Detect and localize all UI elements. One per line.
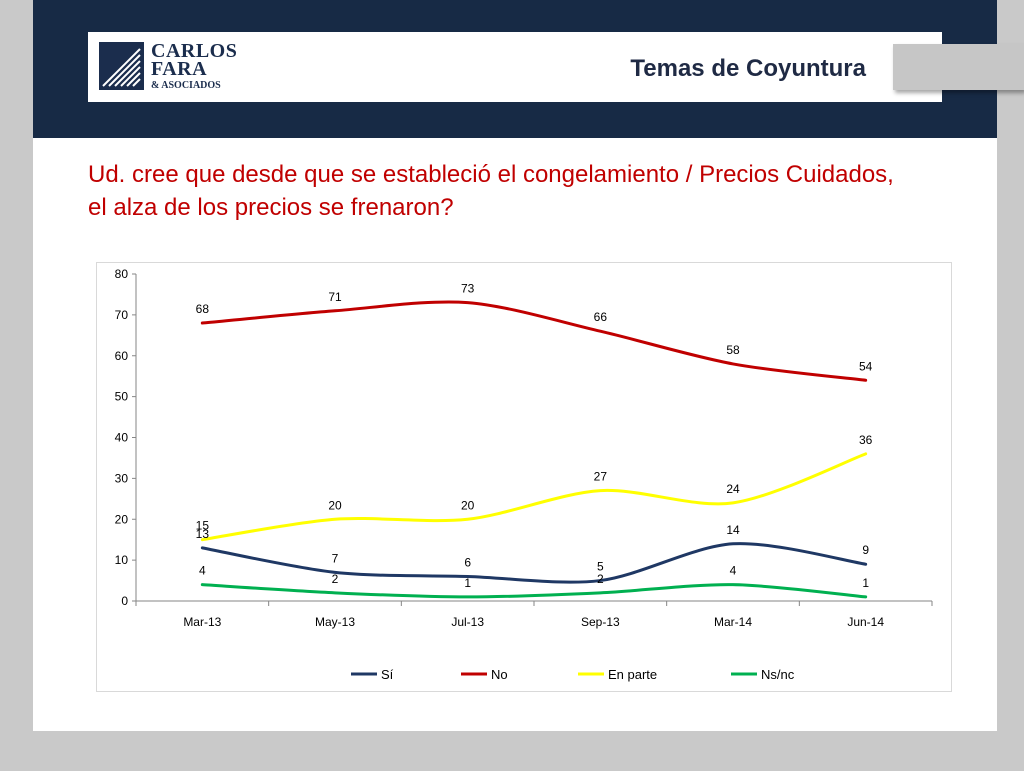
data-label-si: 6 [464,555,471,569]
y-tick-label: 70 [115,308,129,322]
legend-label-en-parte: En parte [608,667,657,682]
data-label-en-parte: 36 [859,433,873,447]
x-tick-label: Sep-13 [581,615,620,629]
series-line-ns-nc [200,583,868,599]
data-label-en-parte: 15 [196,519,210,533]
data-label-ns-nc: 4 [199,564,206,578]
y-tick-label: 20 [115,512,129,526]
data-label-no: 73 [461,282,475,296]
header-banner [88,32,942,102]
y-tick-label: 60 [115,349,129,363]
data-label-si: 14 [726,523,740,537]
data-label-en-parte: 27 [594,470,608,484]
data-label-si: 9 [862,543,869,557]
data-label-si: 5 [597,560,604,574]
y-tick-label: 0 [121,594,128,608]
y-tick-label: 80 [115,267,129,281]
y-tick-label: 40 [115,431,129,445]
y-tick-label: 30 [115,471,129,485]
data-label-en-parte: 20 [328,498,342,512]
logo-line-3: & ASOCIADOS [151,80,221,91]
data-label-no: 71 [328,290,342,304]
series-line-no [200,300,868,382]
legend-label-si: Sí [381,667,394,682]
data-label-no: 54 [859,359,873,373]
data-label-ns-nc: 1 [862,576,869,590]
x-tick-label: Mar-14 [714,615,752,629]
y-tick-label: 50 [115,390,129,404]
legend-label-ns-nc: Ns/nc [761,667,795,682]
data-label-ns-nc: 2 [597,572,604,586]
data-label-ns-nc: 4 [730,564,737,578]
x-tick-label: May-13 [315,615,355,629]
question-text: Ud. cree que desde que se estableció el … [88,161,894,221]
y-tick-label: 10 [115,553,129,567]
data-label-no: 66 [594,310,608,324]
line-chart: 0 10 20 30 40 50 60 70 80 Mar-13 May-13 Jul-13 Sep-1… [115,267,933,682]
logo-icon [99,42,144,90]
data-label-no: 58 [726,343,740,357]
series-line-en-parte [200,452,868,542]
header-title: Temas de Coyuntura [630,55,866,82]
data-label-ns-nc: 2 [332,572,339,586]
logo-line-1: CARLOS [151,40,238,62]
legend-label-no: No [491,667,508,682]
data-label-si: 13 [196,527,210,541]
data-label-no: 68 [196,302,210,316]
data-label-si: 7 [332,551,339,565]
data-label-en-parte: 24 [726,482,740,496]
series-line-si [200,542,868,584]
x-tick-label: Jun-14 [847,615,884,629]
chart-frame [96,262,952,692]
logo-line-2: FARA [151,58,208,80]
data-label-en-parte: 20 [461,498,475,512]
x-tick-label: Jul-13 [451,615,484,629]
data-label-ns-nc: 1 [464,576,471,590]
side-tab [893,44,1024,90]
x-tick-label: Mar-13 [183,615,221,629]
